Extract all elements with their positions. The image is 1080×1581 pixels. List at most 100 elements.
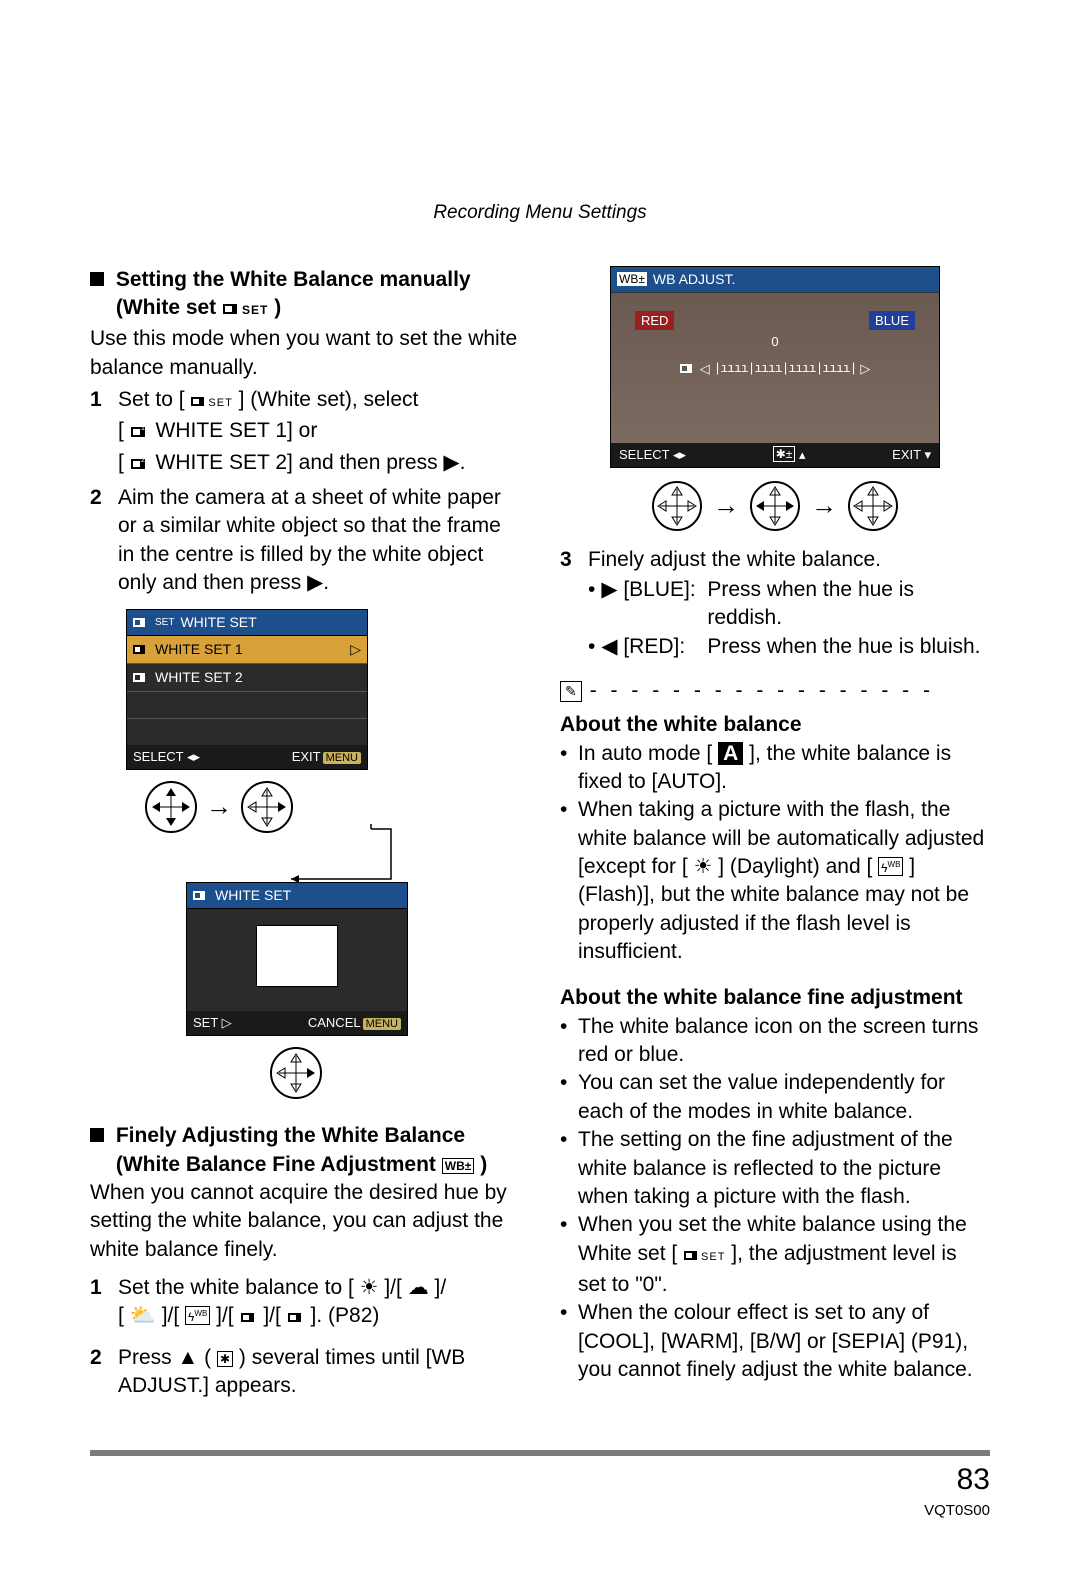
white-set-card-icon [133,617,149,629]
red-label: RED [635,311,674,331]
bullet: •The setting on the fine adjustment of t… [560,1126,990,1211]
wb-zero-label: 0 [611,333,939,351]
blue-label: BLUE [869,311,915,331]
right-column: WB± WB ADJUST. ◁ |ıııı|ıııı|ıııı|ıııı| ▷… [560,266,990,1401]
text: ]/[ [263,1304,281,1327]
menu-row-empty [127,719,367,745]
white-set-card-icon [190,389,208,417]
section-header: Recording Menu Settings [90,200,990,226]
text: Finely adjust the white balance. [588,548,881,571]
sub-bullet-blue: • ▶ [BLUE]: Press when the hue is reddis… [588,576,990,633]
bullet: •When the colour effect is set to any of… [560,1299,990,1384]
arrow-right-icon: → [811,488,837,523]
bullet-dot: • [560,1126,572,1211]
white-set-2-icon [133,672,149,684]
bullet-body: The white balance icon on the screen tur… [578,1013,990,1070]
white-set-card-icon [680,363,696,375]
text: ]/[ [216,1304,234,1327]
direction-label: ◀ [RED]: [601,633,701,661]
bullet-dot: • [560,1069,572,1126]
text: [ [118,451,124,474]
menu-titlebar: WHITE SET [187,883,407,909]
menu-row: WHITE SET 2 [127,664,367,692]
title: WHITE SET [215,886,291,905]
dashes: - - - - - - - - - - - - - - - - - [590,677,934,705]
text: ] (White set), select [239,388,419,411]
heading-fine-adjust: Finely Adjusting the White Balance (Whit… [90,1122,520,1179]
flash-wb-icon: ϟWB [185,1306,210,1325]
white-set-1-icon [133,644,149,656]
text: Set the white balance to [ [118,1276,354,1299]
bullet: • In auto mode [ A ], the white balance … [560,740,990,797]
white-set-1-icon: 1 [130,420,150,448]
wb-color-labels: RED BLUE [611,311,939,331]
page-number: 83 [90,1460,990,1501]
note-divider: ✎ - - - - - - - - - - - - - - - - - [560,677,990,705]
white-set-menu-figure: SET WHITE SET WHITE SET 1 ▷ WHITE SET 2 [126,609,406,1108]
bulb-icon: ⛅ [130,1304,156,1327]
dpad-single [186,1046,406,1108]
footer-rule [90,1450,990,1456]
wb-footer: SELECT ◂▸ ✱± ▴ EXIT ▾ [611,443,939,467]
wb-title: WB ADJUST. [653,270,735,289]
menu-item-label: WHITE SET 1 [155,640,243,659]
menu-box: SET WHITE SET WHITE SET 1 ▷ WHITE SET 2 [126,609,368,770]
arrow-right-icon: → [713,488,739,523]
white-set-card-icon [222,297,242,325]
about-heading-1: About the white balance [560,711,990,739]
heading-line1: Finely Adjusting the White Balance [116,1124,465,1147]
text: ]. (P82) [311,1304,380,1327]
text: ]/[ [162,1304,180,1327]
text: [ [396,1276,402,1299]
bullet-body: When the colour effect is set to any of … [578,1299,990,1384]
white-set-2-icon: 2 [130,452,150,480]
heading-line2-pre: (White Balance Fine Adjustment [116,1153,436,1176]
intro-paragraph: Use this mode when you want to set the w… [90,325,520,382]
set-label: SET ▷ [193,1014,232,1032]
white-set-1-icon [193,890,209,902]
text: [ [118,1304,124,1327]
menu-footer: SELECT ◂▸ EXITMENU [127,745,367,769]
exit-label: EXITMENU [292,748,361,766]
wb-plusminus-icon: WB± [442,1158,475,1174]
document-id: VQT0S00 [90,1501,990,1521]
text: WHITE SET 2] and then press ▶. [156,451,466,474]
text: ] (Daylight) and [ [718,855,872,878]
step-body: Set to [ SET ] (White set), select [ 1 W… [118,386,520,480]
dpad-sequence-3: → → [610,480,940,532]
set-small-label: SET [242,303,268,317]
bullet-body: When you set the white balance using the… [578,1211,990,1299]
bullet-dot: • [560,1211,572,1299]
set-small: SET [701,1251,725,1263]
exposure-icon: ✱ [217,1351,233,1367]
dpad-right-icon [269,1046,323,1100]
page: Recording Menu Settings Setting the Whit… [0,0,1080,1581]
chevron-left-icon: ◁ [700,360,710,378]
heading-set-wb: Setting the White Balance manually (Whit… [90,266,520,326]
about-heading-2: About the white balance fine adjustment [560,984,990,1012]
text: Press ▲ ( [118,1346,211,1369]
menu-row-selected: WHITE SET 1 ▷ [127,636,367,664]
select-label: SELECT ◂▸ [619,446,686,464]
auto-mode-icon: A [718,742,743,765]
two-column-layout: Setting the White Balance manually (Whit… [90,266,990,1401]
white-set-preview: WHITE SET SET ▷ CANCELMENU [186,882,408,1036]
exposure-nav: ✱± ▴ [773,446,806,464]
bullet-body: When taking a picture with the flash, th… [578,796,990,966]
chevron-right-icon: ▷ [860,360,870,378]
text: ]/ [384,1276,396,1299]
note-icon: ✎ [560,681,582,702]
paragraph: When you cannot acquire the desired hue … [90,1179,520,1264]
dpad-icon [847,480,899,532]
menu-item-label: WHITE SET 2 [155,668,243,687]
svg-text:2: 2 [141,457,145,464]
bullet: • When you set the white balance using t… [560,1211,990,1299]
bullet-dot: • [588,633,595,661]
white-set-1-icon [240,1305,258,1333]
menu-title: WHITE SET [180,613,256,632]
step-number: 1 [90,386,110,480]
heading-line2-suf: ) [274,296,281,319]
connector-line [126,824,416,884]
bullet-body: You can set the value independently for … [578,1069,990,1126]
bullet-dot: • [560,740,572,797]
